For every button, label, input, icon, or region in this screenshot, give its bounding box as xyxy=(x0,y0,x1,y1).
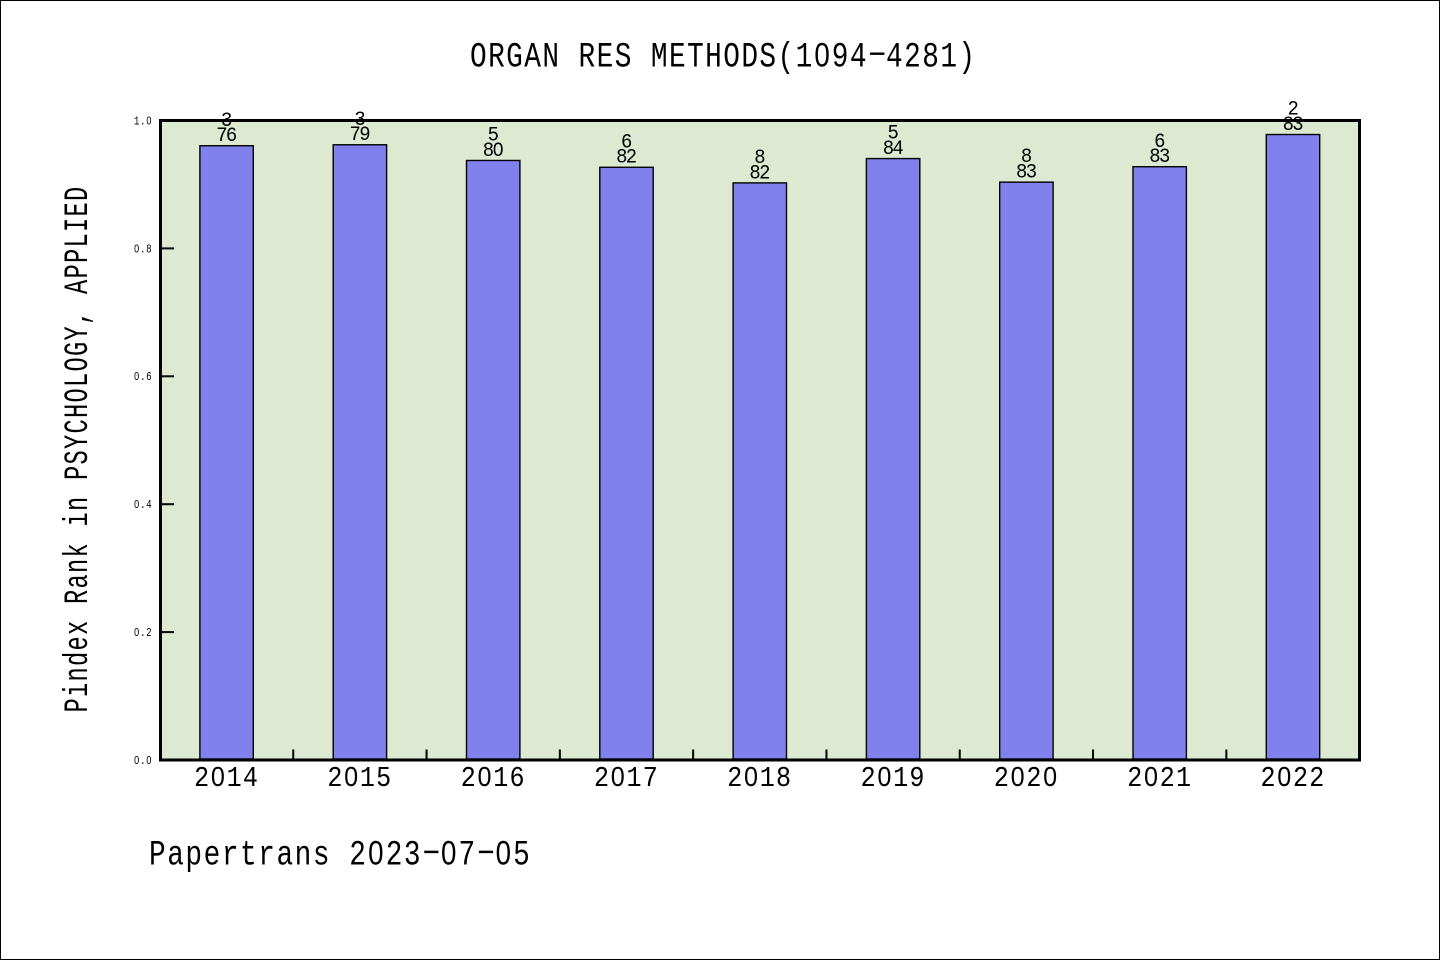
svg-text:1.0: 1.0 xyxy=(134,116,152,129)
svg-text:83: 83 xyxy=(1016,161,1036,184)
svg-text:2018: 2018 xyxy=(727,762,792,795)
svg-text:0.0: 0.0 xyxy=(134,755,152,768)
svg-text:2020: 2020 xyxy=(994,762,1059,795)
svg-text:2019: 2019 xyxy=(861,762,926,795)
svg-text:Papertrans 2023 07 05: Papertrans 2023 07 05 xyxy=(149,837,531,876)
svg-text:2017: 2017 xyxy=(594,762,659,795)
svg-text:ORGAN RES METHODS(1094 4281): ORGAN RES METHODS(1094 4281) xyxy=(470,39,977,78)
svg-text:6: 6 xyxy=(621,131,632,154)
svg-text:0.6: 0.6 xyxy=(134,371,152,384)
svg-text:0.4: 0.4 xyxy=(134,499,152,512)
svg-text:2022: 2022 xyxy=(1261,762,1326,795)
svg-text:5: 5 xyxy=(888,122,899,145)
svg-text:80: 80 xyxy=(483,139,503,162)
svg-text:79: 79 xyxy=(350,124,370,147)
svg-text:2016: 2016 xyxy=(461,762,526,795)
svg-text:84: 84 xyxy=(883,138,903,161)
svg-text:2: 2 xyxy=(1287,98,1298,121)
svg-text:2014: 2014 xyxy=(194,762,259,795)
svg-text:8: 8 xyxy=(754,147,765,170)
svg-text:Pindex Rank in PSYCHOLOGY, APP: Pindex Rank in PSYCHOLOGY, APPLIED xyxy=(59,185,97,712)
svg-text:2015: 2015 xyxy=(327,762,392,795)
svg-text:6: 6 xyxy=(1154,130,1165,153)
svg-text:0.2: 0.2 xyxy=(134,627,152,640)
svg-text:83: 83 xyxy=(1283,113,1303,136)
svg-text:82: 82 xyxy=(616,146,636,169)
svg-text:0.8: 0.8 xyxy=(134,243,152,256)
svg-text:5: 5 xyxy=(488,124,499,147)
svg-text:8: 8 xyxy=(1021,146,1032,169)
svg-text:83: 83 xyxy=(1149,146,1169,169)
svg-text:76: 76 xyxy=(216,125,236,148)
svg-text:82: 82 xyxy=(749,162,769,185)
svg-text:2021: 2021 xyxy=(1127,762,1192,795)
